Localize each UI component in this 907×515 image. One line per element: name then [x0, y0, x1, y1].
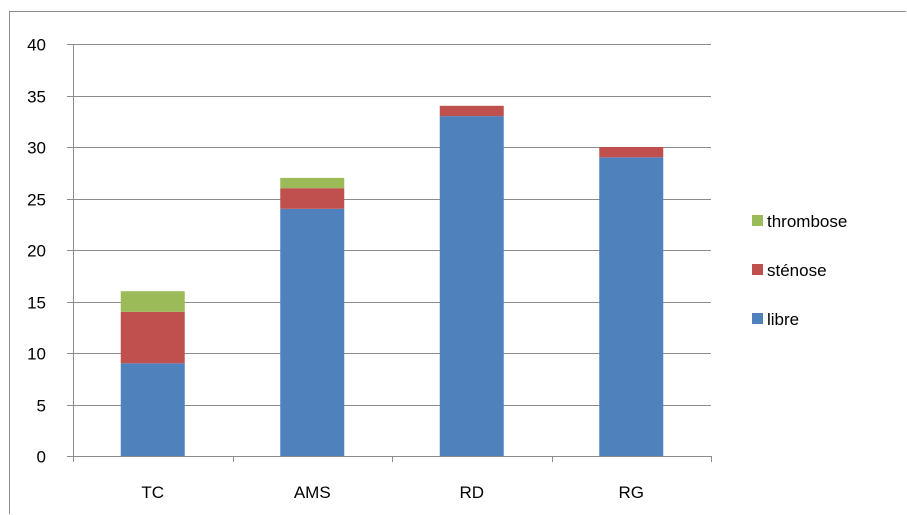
bar-segment-ams-sténose [280, 188, 345, 209]
x-tick-label: AMS [294, 483, 331, 502]
y-tick-label: 10 [27, 345, 46, 364]
bar-segment-rg-libre [599, 157, 664, 457]
x-tick-label: RG [619, 483, 645, 502]
x-tick-label: TC [141, 483, 164, 502]
legend-swatch [752, 264, 763, 275]
chart-frame [9, 11, 906, 514]
legend-swatch [752, 215, 763, 226]
y-tick-label: 40 [27, 36, 46, 55]
bar-segment-ams-libre [280, 208, 345, 456]
y-tick-label: 30 [27, 139, 46, 158]
bars [120, 105, 664, 457]
legend: thrombose sténose libre [752, 212, 847, 329]
y-tick-label: 5 [37, 397, 46, 416]
y-tick-label: 15 [27, 294, 46, 313]
legend-label: sténose [767, 261, 827, 280]
y-tick-label: 35 [27, 88, 46, 107]
bar-segment-tc-thrombose [120, 291, 185, 312]
legend-label: thrombose [767, 212, 847, 231]
bar-segment-rd-libre [439, 116, 504, 456]
legend-swatch [752, 313, 763, 324]
bar-segment-tc-libre [120, 363, 185, 456]
x-tick-label: RD [459, 483, 484, 502]
bar-segment-ams-thrombose [280, 177, 345, 189]
y-tick-label: 25 [27, 191, 46, 210]
bar-segment-rd-sténose [439, 105, 504, 117]
bar-segment-rg-sténose [599, 147, 664, 158]
legend-label: libre [767, 310, 799, 329]
bar-segment-tc-sténose [120, 311, 185, 364]
axes: 0 5 10 15 20 25 30 35 40 TC AMS RD RG [27, 36, 712, 502]
y-tick-label: 0 [37, 448, 46, 467]
y-tick-label: 20 [27, 242, 46, 261]
